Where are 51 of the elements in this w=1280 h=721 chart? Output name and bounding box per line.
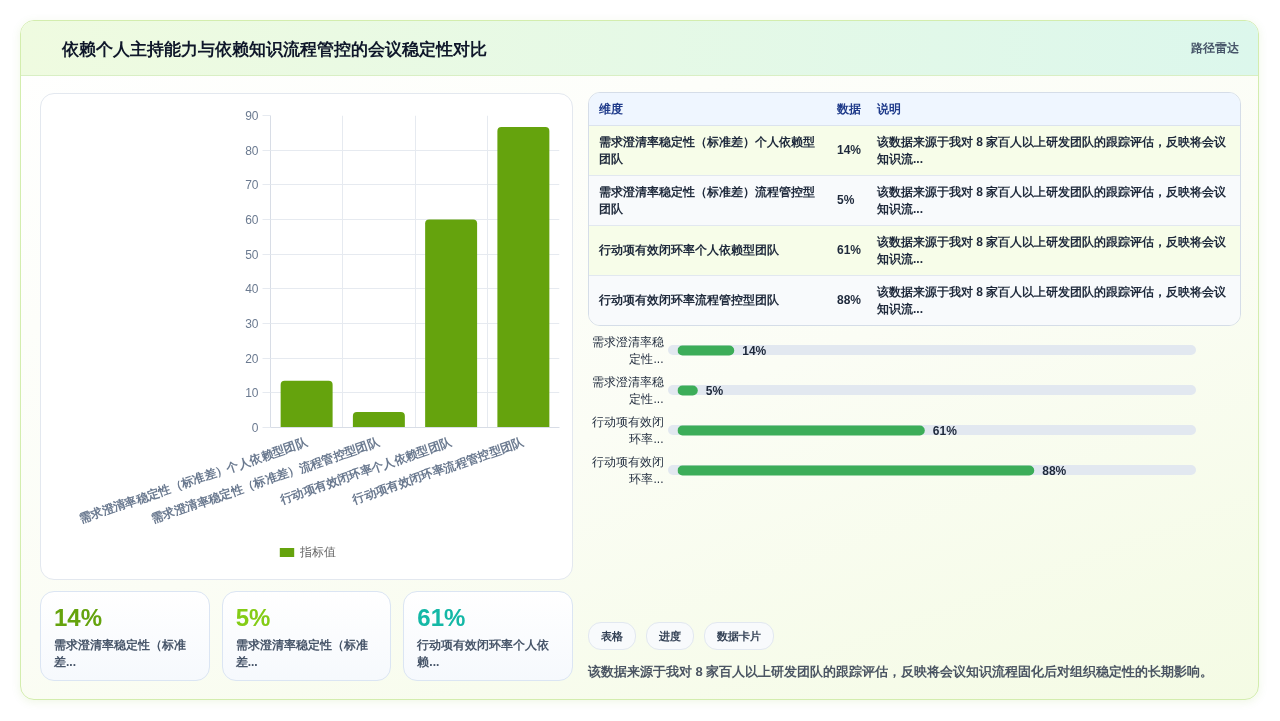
y-tick-label: 30: [245, 317, 259, 331]
category-label: 行动项有效闭环率流程管控型团队: [589, 276, 829, 325]
text: 61%: [837, 243, 862, 257]
category-label: 需求澄清率稳定性（标准差）个人依赖型团队: [589, 126, 829, 176]
text: 5%: [837, 193, 855, 207]
y-tick-label: 40: [245, 282, 259, 297]
y-tick-label: 80: [245, 143, 259, 158]
text: 61%: [417, 604, 466, 631]
category-label: 需求澄清率稳定性（标准差...: [54, 637, 187, 671]
category-label: 需求澄清率稳定性（标准差）流程管控型团队: [589, 176, 829, 226]
text: 5%: [235, 604, 271, 631]
bar: [425, 219, 478, 428]
text: 该数据来源于我对 8 家百人以上研发团队的跟踪评估，反映将会议知识流...: [867, 126, 1240, 176]
bar: [497, 126, 550, 428]
y-tick-label: 行动项有效闭环率...: [591, 415, 664, 446]
text: 14%: [54, 604, 103, 631]
y-tick-label: 50: [245, 247, 259, 262]
text: 该数据来源于我对 8 家百人以上研发团队的跟踪评估，反映将会议知识流...: [867, 226, 1240, 276]
bar: [352, 411, 405, 428]
category-label: 数据卡片: [704, 622, 774, 650]
data-label: 88%: [1042, 463, 1067, 478]
bar: [280, 380, 333, 428]
y-tick-label: 需求澄清率稳定性...: [591, 335, 664, 366]
text: 该数据来源于我对 8 家百人以上研发团队的跟踪评估，反映将会议知识流...: [867, 176, 1240, 226]
category-label: 需求澄清率稳定性（标准差...: [235, 637, 369, 671]
text: 说明: [867, 93, 1240, 126]
y-tick-label: 60: [245, 213, 259, 227]
y-tick-label: 行动项有效闭环率...: [591, 455, 664, 486]
legend-label: 指标值: [300, 543, 336, 561]
bar: [677, 345, 735, 356]
data-label: 61%: [932, 423, 958, 438]
text: 依赖个人主持能力与依赖知识流程管控的会议稳定性对比: [62, 39, 487, 61]
category-label: 进度: [646, 622, 694, 650]
y-tick-label: 需求澄清率稳定性...: [591, 375, 664, 406]
text: 维度: [589, 93, 829, 126]
y-tick-label: 20: [245, 351, 259, 366]
text: 路径雷达: [1191, 40, 1239, 57]
category-label: 表格: [588, 622, 636, 650]
text: 该数据来源于我对 8 家百人以上研发团队的跟踪评估，反映将会议知识流...: [867, 276, 1240, 325]
text: 该数据来源于我对 8 家百人以上研发团队的跟踪评估，反映将会议知识流程固化后对组织稳定性的长期影响。: [588, 663, 1215, 681]
text: 88%: [837, 293, 862, 307]
data-label: 5%: [705, 383, 724, 398]
category-label: 行动项有效闭环率个人依赖型团队: [589, 226, 829, 276]
y-tick-label: 0: [251, 421, 259, 435]
text: 14%: [837, 143, 862, 157]
category-label: 行动项有效闭环率个人依赖...: [417, 637, 551, 671]
text: 数据: [829, 93, 867, 126]
y-tick-label: 70: [245, 178, 259, 193]
data-label: 14%: [742, 343, 767, 358]
y-tick-label: 10: [245, 386, 259, 401]
y-tick-label: 90: [245, 109, 259, 123]
